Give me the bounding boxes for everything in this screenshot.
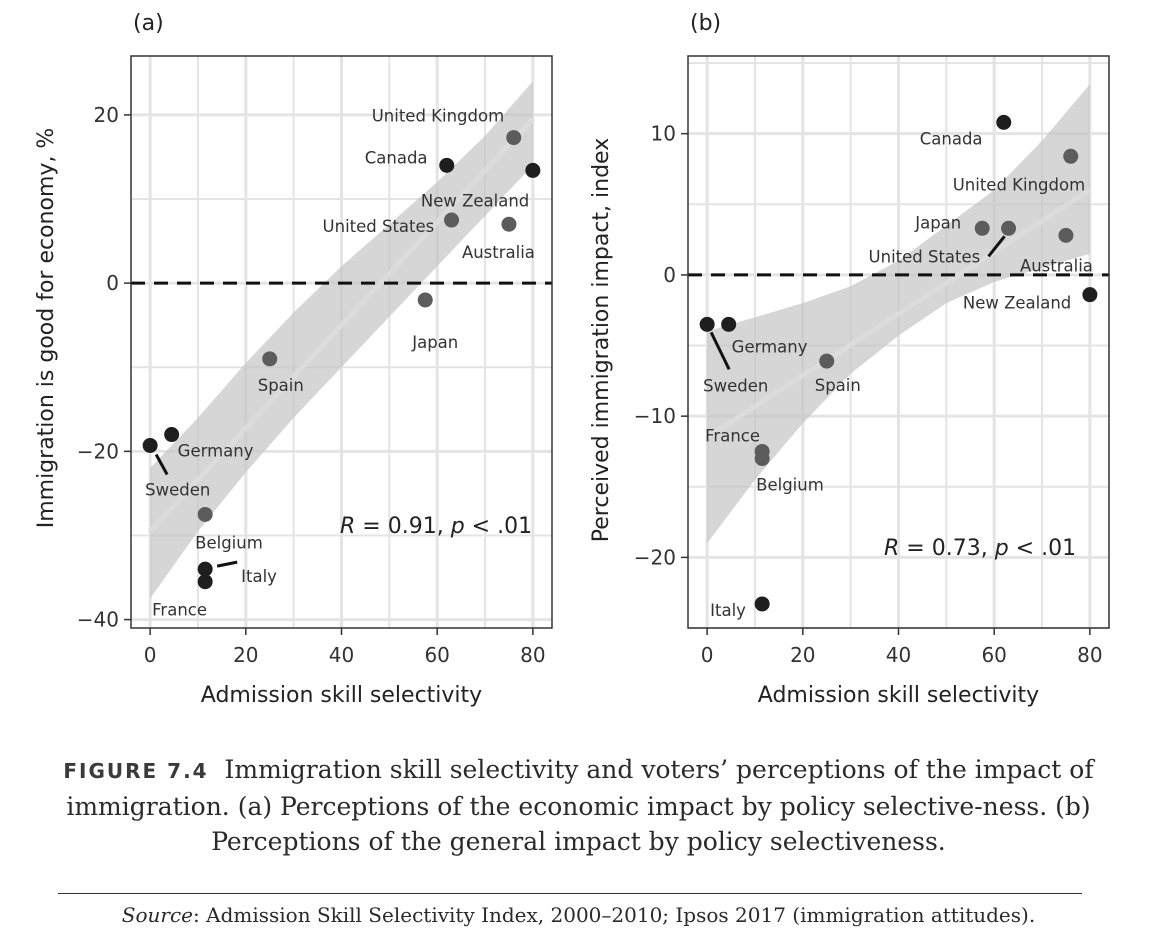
x-tick-label: 40 [329,643,354,667]
data-point [721,316,737,332]
x-axis-label: Admission skill selectivity [758,683,1039,708]
point-label: Belgium [195,533,263,552]
source-note: Source: Admission Skill Selectivity Inde… [40,900,1117,930]
data-point [197,506,213,522]
data-point [1082,287,1098,303]
y-tick-label: −40 [77,608,119,632]
figure-caption: FIGURE 7.4 Immigration skill selectivity… [40,752,1117,859]
point-label: Canada [365,148,428,167]
point-label: Spain [815,376,861,395]
x-tick-label: 60 [424,643,449,667]
confidence-band [150,81,533,599]
point-label: New Zealand [963,294,1071,313]
data-point [439,157,455,173]
data-point [506,130,522,146]
y-tick-label: 0 [663,263,676,287]
correlation-annotation: R = 0.73, p < .01 [884,536,1076,561]
correlation-annotation: R = 0.91, p < .01 [340,514,532,539]
x-tick-label: 0 [701,643,714,667]
panel-label: (a) [133,11,164,36]
point-label: Germany [178,442,254,461]
x-tick-label: 80 [520,643,545,667]
panel-a: United Kingdom Canada New Zealand United St… [34,11,553,708]
point-label: Australia [1020,256,1093,275]
data-point [1063,148,1079,164]
leader-line [987,235,1006,258]
caption-text: Immigration skill selectivity and voters… [66,755,1094,856]
x-tick-label: 80 [1077,643,1102,667]
x-tick-label: 20 [233,643,258,667]
stat-symbol: p [450,514,465,539]
point-label: Sweden [145,480,210,499]
y-axis-label: Perceived immigration impact, index [589,138,614,542]
point-label: Spain [258,376,304,395]
leader-line [154,453,169,476]
x-tick-label: 0 [144,643,157,667]
x-tick-label: 20 [790,643,815,667]
data-point [996,114,1012,130]
stat-value: = 0.91, [355,514,450,539]
point-label: United Kingdom [953,175,1085,194]
point-label: United States [869,247,981,266]
figure-panels: United Kingdom Canada New Zealand United St… [34,11,1110,708]
data-point [164,427,180,443]
panel-b: Canada United Kingdom Japan United States Au… [589,11,1110,708]
data-point [262,351,278,367]
point-label: Canada [920,129,983,148]
point-label: Italy [241,567,277,586]
y-tick-label: 20 [94,103,119,127]
y-tick-label: 10 [651,122,676,146]
data-point [197,574,213,590]
regression-line [148,117,535,533]
point-label: United States [323,217,435,236]
point-label: Japan [411,333,458,352]
point-label: United Kingdom [372,107,504,126]
point-label: France [705,426,760,445]
source-label: Source [121,903,194,927]
data-point [754,596,770,612]
stat-value: < .01 [465,514,532,539]
data-point [444,212,460,228]
point-label: Japan [914,213,961,232]
figure-label: FIGURE 7.4 [63,759,209,783]
data-point [525,162,541,178]
point-label: Sweden [703,376,768,395]
point-label: Australia [462,243,535,262]
x-axis-label: Admission skill selectivity [201,683,482,708]
x-tick-label: 40 [886,643,911,667]
panel-label: (b) [690,11,721,36]
source-text: : Admission Skill Selectivity Index, 200… [193,903,1036,927]
leader-line [709,331,731,371]
stat-value: = 0.73, [899,536,994,561]
leader-line [216,560,238,568]
y-axis-label: Immigration is good for economy, % [34,128,59,529]
regression-line [705,188,1092,440]
data-point [754,451,770,467]
data-point [819,353,835,369]
stat-value: < .01 [1009,536,1076,561]
data-point [699,316,715,332]
point-label: New Zealand [421,191,529,210]
y-tick-label: −20 [634,545,676,569]
x-tick-label: 60 [981,643,1006,667]
point-label: Italy [710,601,746,620]
stat-symbol: R [884,536,899,561]
point-label: Germany [732,337,808,356]
data-point [417,292,433,308]
data-point [142,437,158,453]
y-tick-label: −10 [634,404,676,428]
stat-symbol: R [340,514,355,539]
data-point [501,216,517,232]
data-point [974,220,990,236]
data-point [197,561,213,577]
y-tick-label: 0 [106,271,119,295]
data-point [1058,227,1074,243]
caption-divider [58,893,1082,894]
point-label: France [152,601,207,620]
point-label: Belgium [756,476,824,495]
y-tick-label: −20 [77,439,119,463]
data-point [1001,220,1017,236]
stat-symbol: p [994,536,1009,561]
